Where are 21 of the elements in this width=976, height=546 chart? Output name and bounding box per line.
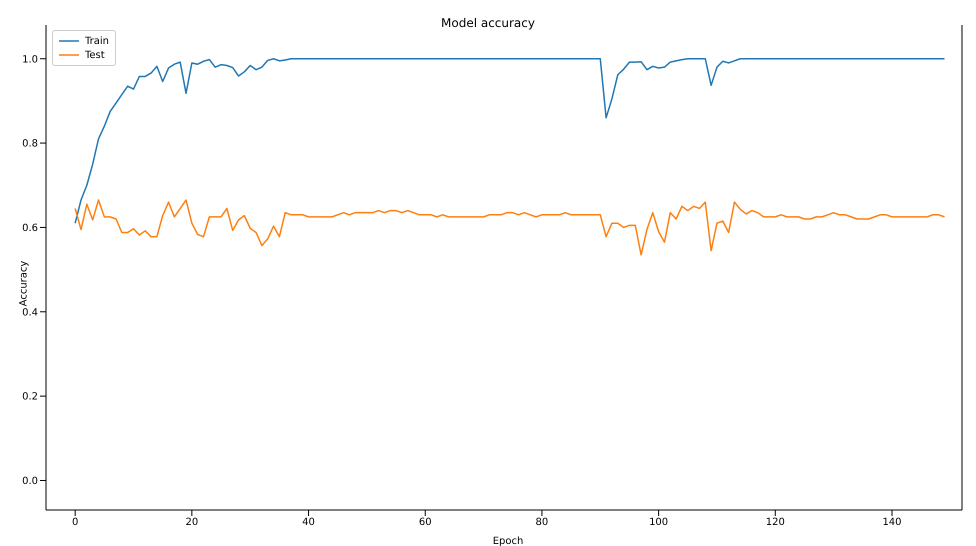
y-tick-label: 0.2 [22,392,38,403]
line-series [74,199,946,256]
y-tick-label: 0.8 [22,138,38,150]
x-tick-label: 80 [536,517,548,528]
legend-label: Test [85,50,105,60]
x-tick-label: 120 [766,517,785,528]
x-tick-label: 40 [302,517,315,528]
x-tick-label: 100 [649,517,668,528]
x-tick-label: 0 [72,517,78,528]
line-series [74,58,946,224]
chart-title: Model accuracy [440,16,536,30]
legend-label: Train [85,36,109,46]
y-tick-label: 0.0 [22,476,38,488]
x-tick-label: 20 [185,517,198,528]
y-tick-label: 0.4 [22,307,38,318]
y-axis-title: Accuracy [18,260,30,306]
y-tick-label: 0.6 [22,222,38,234]
x-tick-label: 60 [418,517,432,528]
y-tick-label: 1.0 [22,54,38,66]
x-tick-label: 140 [882,517,902,528]
x-axis-title: Epoch [492,536,524,546]
